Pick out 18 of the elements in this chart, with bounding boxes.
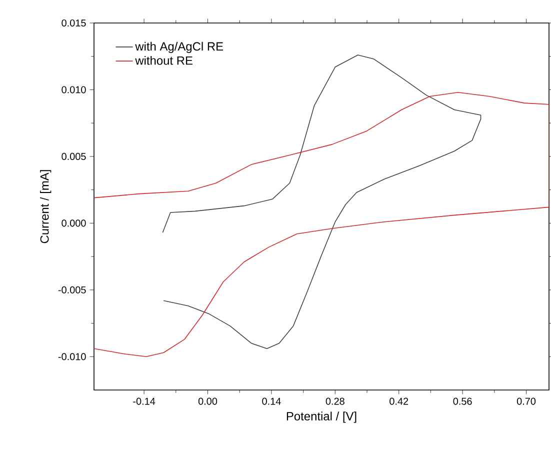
x-tick-label: 0.28	[326, 398, 344, 405]
x-tick-label: 0.56	[453, 398, 472, 405]
x-tick-label: -0.14	[133, 398, 156, 405]
x-tick-label: 0.14	[262, 398, 281, 405]
y-tick-label: -0.005	[58, 286, 86, 294]
line-series	[94, 92, 550, 358]
legend-label: without RE	[135, 56, 192, 65]
x-tick-label: 0.70	[516, 398, 536, 405]
x-tick-label: 0.00	[198, 398, 218, 405]
y-tick-label: 0.010	[62, 86, 86, 94]
x-tick-label: 0.42	[390, 398, 408, 405]
y-tick-label: 0.005	[62, 152, 86, 160]
y-tick-label: 0.015	[62, 19, 86, 27]
y-tick-label: -0.010	[58, 353, 86, 360]
x-axis-title: Potential / [V]	[286, 412, 356, 423]
y-axis-title: Current / [mA]	[40, 170, 52, 244]
legend-label: with Ag/AgCl RE	[135, 42, 224, 53]
y-tick-label: 0.000	[62, 220, 86, 227]
